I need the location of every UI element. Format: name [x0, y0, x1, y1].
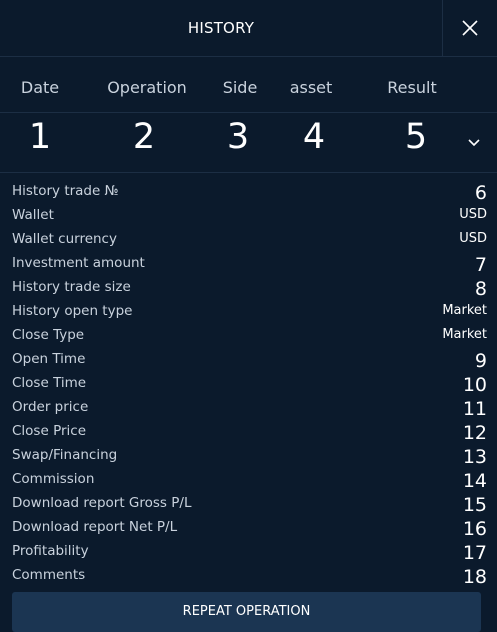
detail-row-swap-financing: Swap/Financing 13	[0, 442, 497, 468]
detail-label: Wallet currency	[12, 231, 117, 247]
detail-label[interactable]: Download report Net P/L	[12, 519, 178, 535]
detail-row-investment-amount: Investment amount 7	[0, 250, 497, 276]
detail-value: USD	[459, 231, 487, 246]
summary-asset-value: 4	[302, 117, 326, 157]
detail-row-history-trade-number: History trade № 6	[0, 178, 497, 204]
detail-value: 8	[474, 278, 487, 300]
modal-title: HISTORY	[187, 19, 255, 37]
detail-label: Open Time	[12, 351, 86, 367]
detail-label: Profitability	[12, 543, 89, 559]
column-header-side: Side	[222, 78, 258, 97]
column-header-asset: asset	[289, 78, 333, 97]
detail-value: USD	[459, 207, 487, 222]
detail-label: Close Type	[12, 327, 85, 343]
detail-row-open-time: Open Time 9	[0, 346, 497, 372]
detail-value: 12	[462, 422, 487, 444]
detail-value: 11	[462, 398, 487, 420]
detail-row-close-type: Close Type Market	[0, 322, 497, 346]
detail-row-download-report-net[interactable]: Download report Net P/L 16	[0, 514, 497, 540]
column-header-result: Result	[387, 78, 437, 97]
detail-value: 14	[462, 470, 487, 492]
detail-value: 6	[474, 182, 487, 204]
detail-value: 9	[474, 350, 487, 372]
summary-date-value: 1	[28, 117, 52, 157]
trade-details: History trade № 6 Wallet USD Wallet curr…	[0, 178, 497, 588]
detail-row-wallet: Wallet USD	[0, 202, 497, 226]
detail-label: History trade №	[12, 183, 119, 199]
detail-value: Market	[442, 303, 487, 318]
detail-value: 16	[462, 518, 487, 540]
detail-value: 13	[462, 446, 487, 468]
modal-header: HISTORY	[0, 0, 497, 57]
close-icon	[462, 20, 478, 36]
column-header-date: Date	[20, 78, 60, 97]
detail-row-download-report-gross[interactable]: Download report Gross P/L 15	[0, 490, 497, 516]
detail-value: 7	[474, 254, 487, 276]
detail-value: 15	[462, 494, 487, 516]
detail-row-profitability: Profitability 17	[0, 538, 497, 564]
detail-label: History trade size	[12, 279, 131, 295]
detail-row-comments: Comments 18	[0, 562, 497, 588]
detail-label: Close Price	[12, 423, 86, 439]
detail-row-close-price: Close Price 12	[0, 418, 497, 444]
summary-side-value: 3	[226, 117, 250, 157]
detail-label: Comments	[12, 567, 86, 583]
detail-value: 17	[462, 542, 487, 564]
detail-label[interactable]: Download report Gross P/L	[12, 495, 192, 511]
summary-operation-value: 2	[132, 117, 156, 157]
detail-row-wallet-currency: Wallet currency USD	[0, 226, 497, 250]
detail-row-commission: Commission 14	[0, 466, 497, 492]
detail-row-close-time: Close Time 10	[0, 370, 497, 396]
detail-label: Swap/Financing	[12, 447, 118, 463]
detail-row-order-price: Order price 11	[0, 394, 497, 420]
repeat-operation-button[interactable]: REPEAT OPERATION	[12, 592, 481, 632]
column-header-operation: Operation	[107, 78, 187, 97]
column-headers: Date Operation Side asset Result	[0, 57, 497, 113]
detail-row-history-open-type: History open type Market	[0, 298, 497, 322]
summary-result-value: 5	[404, 117, 428, 157]
detail-value: Market	[442, 327, 487, 342]
detail-label: Wallet	[12, 207, 54, 223]
detail-label: Investment amount	[12, 255, 145, 271]
trade-summary-row[interactable]: 1 2 3 4 5	[0, 113, 497, 173]
detail-value: 10	[462, 374, 487, 396]
detail-row-history-trade-size: History trade size 8	[0, 274, 497, 300]
detail-label: History open type	[12, 303, 133, 319]
close-button[interactable]	[442, 0, 497, 56]
chevron-down-icon[interactable]	[464, 132, 484, 152]
detail-label: Close Time	[12, 375, 87, 391]
detail-label: Commission	[12, 471, 95, 487]
detail-label: Order price	[12, 399, 89, 415]
detail-value: 18	[462, 566, 487, 588]
